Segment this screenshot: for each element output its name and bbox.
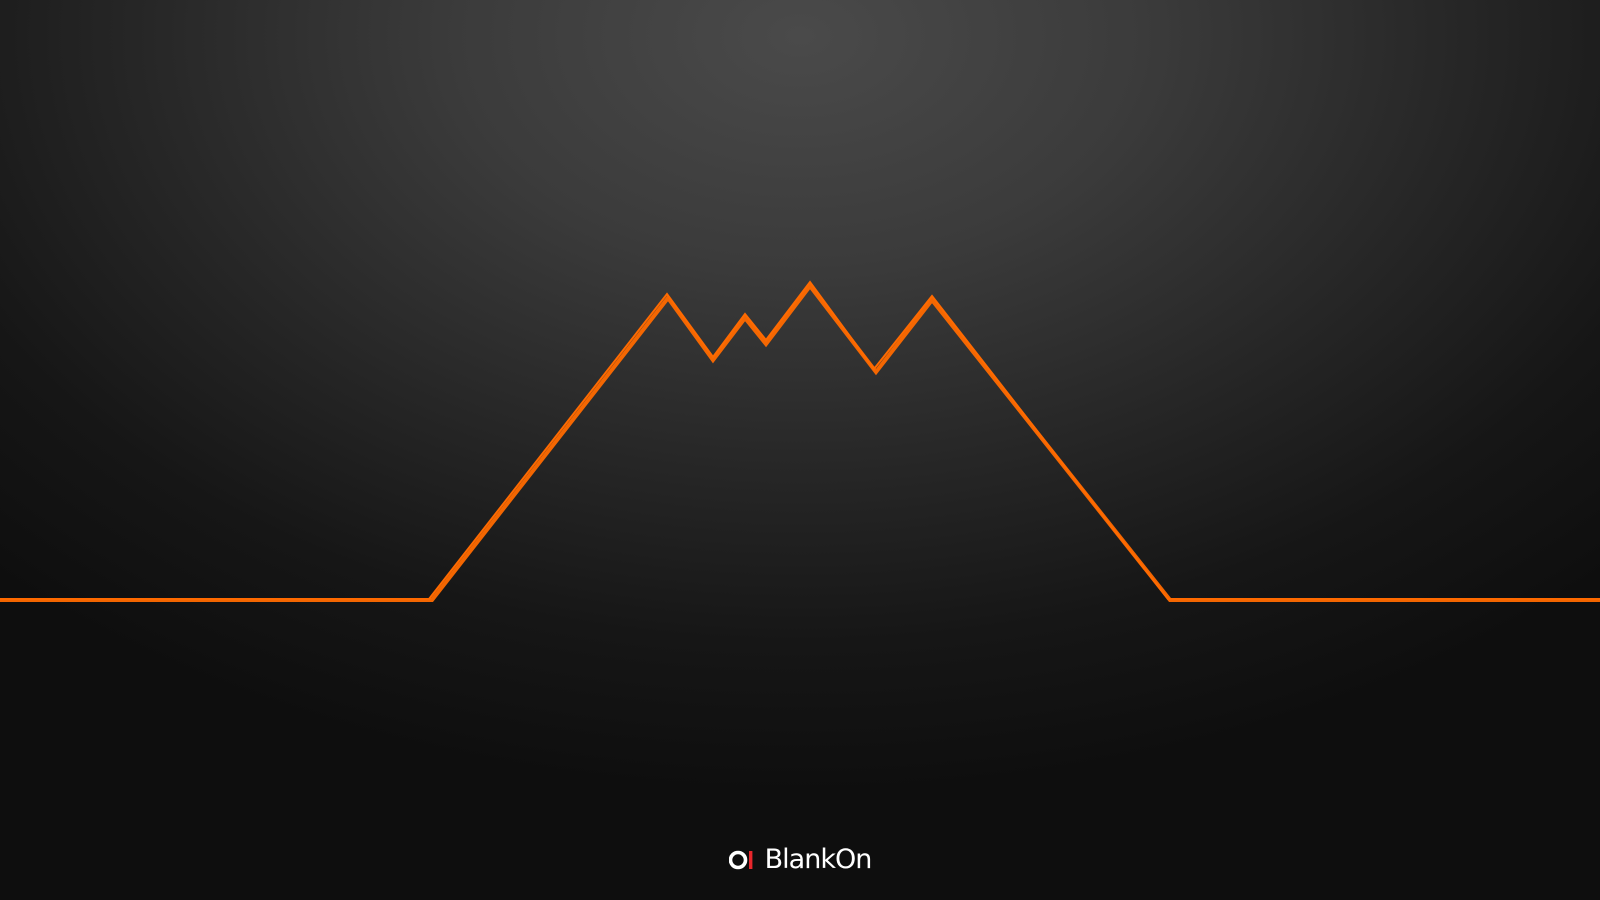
blankon-logo-icon [728,850,753,869]
mountain-line-thin [0,280,1600,600]
mountain-line-thick [0,282,1600,602]
brand-logo: BlankOn [0,846,1600,873]
brand-name: BlankOn [764,844,873,875]
